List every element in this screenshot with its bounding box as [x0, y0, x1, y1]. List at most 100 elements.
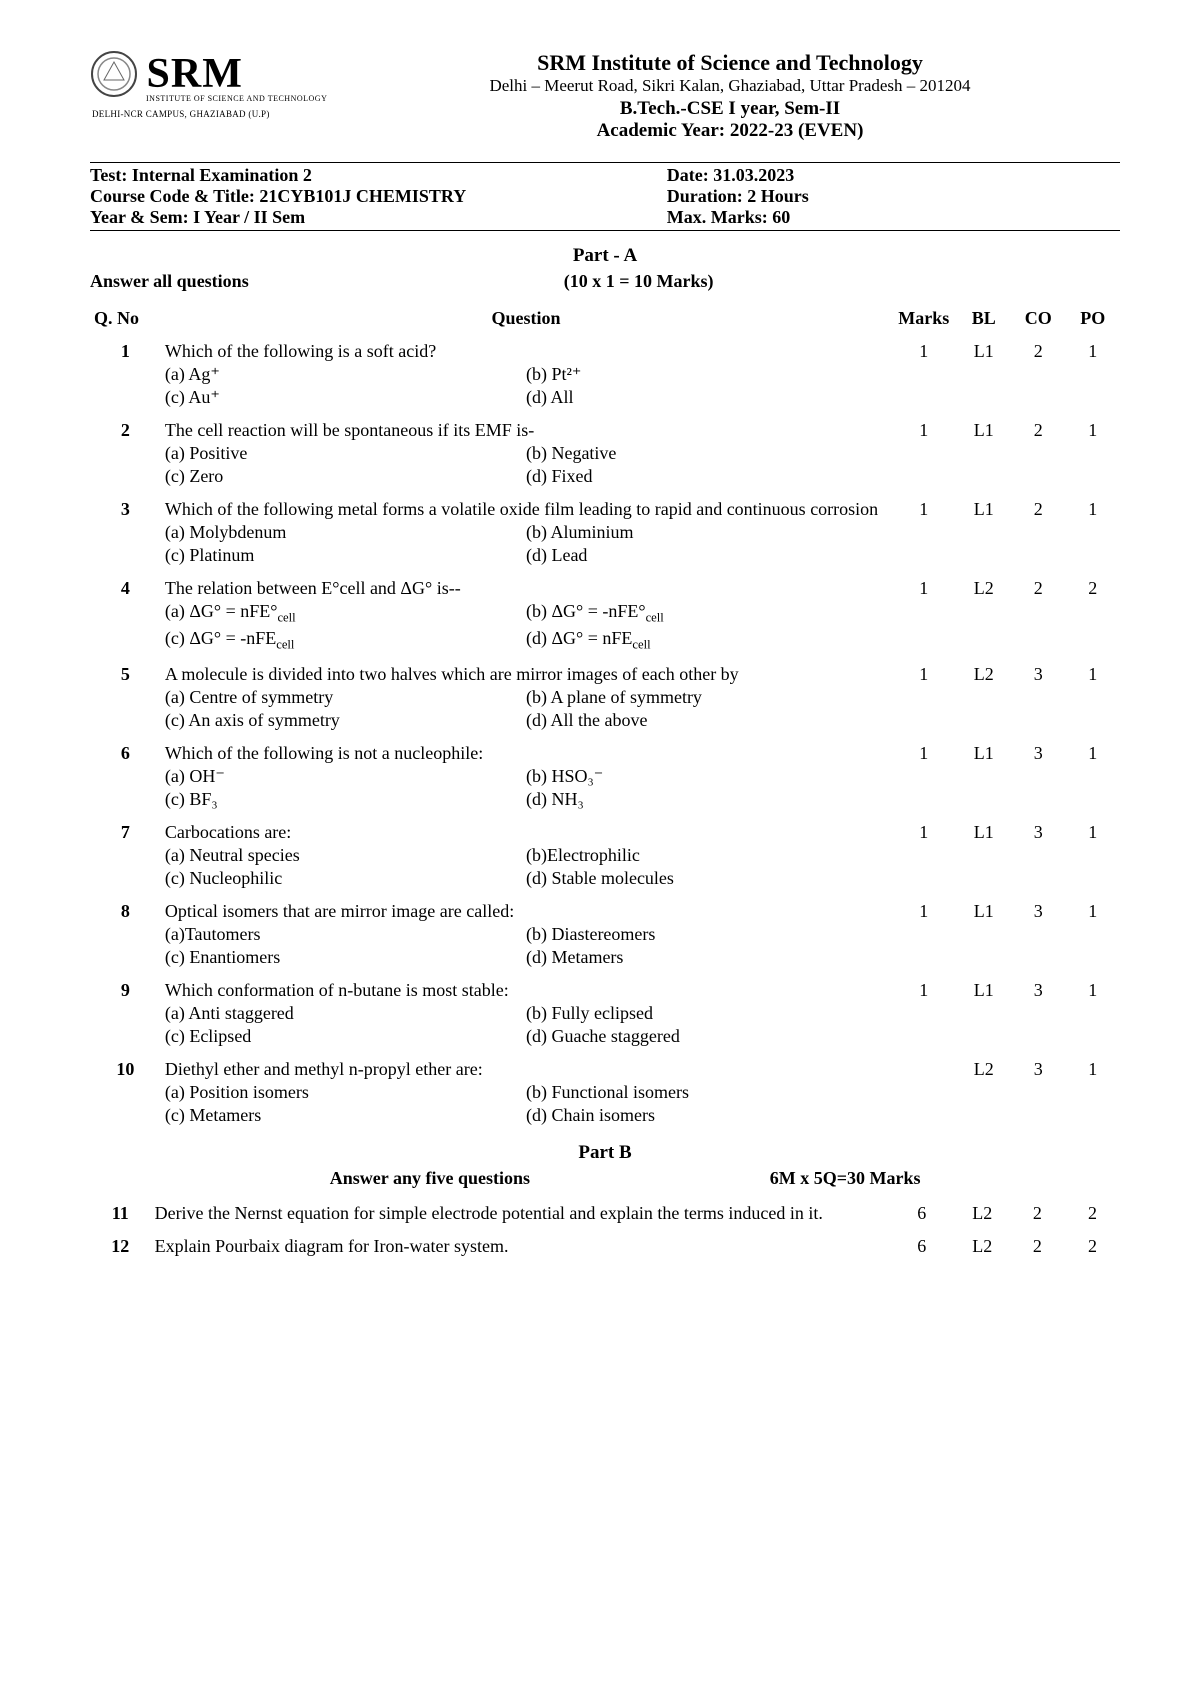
- test-date: Date: 31.03.2023: [667, 165, 1120, 186]
- divider-top: [90, 162, 1120, 163]
- q-bl: L1: [956, 335, 1010, 414]
- q-co: 2: [1011, 493, 1065, 572]
- q-po: 1: [1065, 974, 1120, 1053]
- q-marks: 1: [891, 895, 956, 974]
- q-opt-d: (d) ΔG° = nFEcell: [526, 628, 887, 653]
- q-options-row2: (c) Nucleophilic (d) Stable molecules: [165, 868, 887, 889]
- q-text: The cell reaction will be spontaneous if…: [165, 420, 887, 441]
- question-row: 4 The relation between E°cell and ΔG° is…: [90, 572, 1120, 658]
- q-opt-a: (a) Neutral species: [165, 845, 526, 866]
- col-bl: BL: [956, 302, 1010, 335]
- part-a-answer: Answer all questions: [90, 271, 564, 292]
- q-po: 1: [1065, 816, 1120, 895]
- q-bl: L1: [956, 816, 1010, 895]
- q-text: Diethyl ether and methyl n-propyl ether …: [165, 1059, 887, 1080]
- logo-subtitle: INSTITUTE OF SCIENCE AND TECHNOLOGY: [146, 94, 340, 103]
- q-opt-b: (b) Diastereomers: [526, 924, 887, 945]
- q-options-row1: (a) OH⁻ (b) HSO₃⁻: [165, 766, 887, 787]
- q-number: 10: [90, 1053, 161, 1132]
- q-options-row2: (c) BF₃ (d) NH₃: [165, 789, 887, 810]
- col-co: CO: [1011, 302, 1065, 335]
- q-number: 8: [90, 895, 161, 974]
- part-a-marksnote: (10 x 1 = 10 Marks): [564, 271, 1120, 292]
- q-opt-d: (d) All the above: [526, 710, 887, 731]
- q-cell: Carbocations are: (a) Neutral species (b…: [161, 816, 891, 895]
- q-options-row1: (a) ΔG° = nFE°cell (b) ΔG° = -nFE°cell: [165, 601, 887, 626]
- q-bl: L2: [956, 572, 1010, 658]
- q-text: Which of the following metal forms a vol…: [165, 499, 887, 520]
- q-options-row2: (c) An axis of symmetry (d) All the abov…: [165, 710, 887, 731]
- program-line: B.Tech.-CSE I year, Sem-II: [340, 98, 1120, 120]
- col-question: Question: [161, 302, 891, 335]
- q-opt-b: (b) Functional isomers: [526, 1082, 887, 1103]
- q-co: 3: [1011, 816, 1065, 895]
- course-title: Course Code & Title: 21CYB101J CHEMISTRY: [90, 186, 667, 207]
- test-info-block: Test: Internal Examination 2 Course Code…: [90, 165, 1120, 228]
- q-opt-b: (b)Electrophilic: [526, 845, 887, 866]
- institute-title: SRM Institute of Science and Technology: [340, 50, 1120, 76]
- q-text: The relation between E°cell and ΔG° is--: [165, 578, 887, 599]
- question-row: 12 Explain Pourbaix diagram for Iron-wat…: [90, 1230, 1120, 1263]
- q-co: 2: [1010, 1197, 1065, 1230]
- q-bl: L1: [956, 414, 1010, 493]
- q-opt-c: (c) Enantiomers: [165, 947, 526, 968]
- q-opt-a: (a)Tautomers: [165, 924, 526, 945]
- test-duration: Duration: 2 Hours: [667, 186, 1120, 207]
- q-opt-a: (a) Position isomers: [165, 1082, 526, 1103]
- part-b-answer: Answer any five questions: [90, 1168, 770, 1189]
- question-row: 8 Optical isomers that are mirror image …: [90, 895, 1120, 974]
- q-cell: Diethyl ether and methyl n-propyl ether …: [161, 1053, 891, 1132]
- q-opt-c: (c) Eclipsed: [165, 1026, 526, 1047]
- q-opt-b: (b) Negative: [526, 443, 887, 464]
- q-options-row2: (c) ΔG° = -nFEcell (d) ΔG° = nFEcell: [165, 628, 887, 653]
- question-row: 1 Which of the following is a soft acid?…: [90, 335, 1120, 414]
- q-number: 9: [90, 974, 161, 1053]
- q-cell: Optical isomers that are mirror image ar…: [161, 895, 891, 974]
- q-cell: Which of the following is a soft acid? (…: [161, 335, 891, 414]
- q-text: Carbocations are:: [165, 822, 887, 843]
- question-row: 6 Which of the following is not a nucleo…: [90, 737, 1120, 816]
- q-opt-a: (a) Centre of symmetry: [165, 687, 526, 708]
- q-number: 3: [90, 493, 161, 572]
- question-row: 3 Which of the following metal forms a v…: [90, 493, 1120, 572]
- q-options-row1: (a) Positive (b) Negative: [165, 443, 887, 464]
- q-options-row2: (c) Au⁺ (d) All: [165, 387, 887, 408]
- year-sem: Year & Sem: I Year / II Sem: [90, 207, 667, 228]
- question-row: 9 Which conformation of n-butane is most…: [90, 974, 1120, 1053]
- q-opt-d: (d) Fixed: [526, 466, 887, 487]
- q-options-row2: (c) Enantiomers (d) Metamers: [165, 947, 887, 968]
- q-opt-d: (d) Chain isomers: [526, 1105, 887, 1126]
- q-bl: L2: [955, 1197, 1010, 1230]
- q-number: 2: [90, 414, 161, 493]
- q-options-row1: (a)Tautomers (b) Diastereomers: [165, 924, 887, 945]
- q-options-row1: (a) Centre of symmetry (b) A plane of sy…: [165, 687, 887, 708]
- q-po: 2: [1065, 1230, 1120, 1263]
- col-po: PO: [1065, 302, 1120, 335]
- question-row: 5 A molecule is divided into two halves …: [90, 658, 1120, 737]
- q-po: 1: [1065, 414, 1120, 493]
- q-opt-a: (a) Molybdenum: [165, 522, 526, 543]
- question-row: 2 The cell reaction will be spontaneous …: [90, 414, 1120, 493]
- table-header-row: Q. No Question Marks BL CO PO: [90, 302, 1120, 335]
- q-marks: 6: [889, 1197, 955, 1230]
- q-number: 7: [90, 816, 161, 895]
- q-po: 1: [1065, 737, 1120, 816]
- q-marks: 6: [889, 1230, 955, 1263]
- q-opt-a: (a) OH⁻: [165, 766, 526, 787]
- q-marks: 1: [891, 414, 956, 493]
- q-opt-d: (d) NH₃: [526, 789, 887, 810]
- q-opt-c: (c) Metamers: [165, 1105, 526, 1126]
- q-marks: 1: [891, 737, 956, 816]
- q-opt-c: (c) ΔG° = -nFEcell: [165, 628, 526, 653]
- q-po: 2: [1065, 572, 1120, 658]
- q-text: Which of the following is not a nucleoph…: [165, 743, 887, 764]
- logo-block: SRM INSTITUTE OF SCIENCE AND TECHNOLOGY …: [90, 50, 340, 119]
- q-text: A molecule is divided into two halves wh…: [165, 664, 887, 685]
- q-opt-d: (d) Guache staggered: [526, 1026, 887, 1047]
- q-opt-a: (a) Positive: [165, 443, 526, 464]
- q-text: Optical isomers that are mirror image ar…: [165, 901, 887, 922]
- q-cell: A molecule is divided into two halves wh…: [161, 658, 891, 737]
- q-opt-c: (c) An axis of symmetry: [165, 710, 526, 731]
- q-options-row1: (a) Molybdenum (b) Aluminium: [165, 522, 887, 543]
- q-opt-a: (a) Anti staggered: [165, 1003, 526, 1024]
